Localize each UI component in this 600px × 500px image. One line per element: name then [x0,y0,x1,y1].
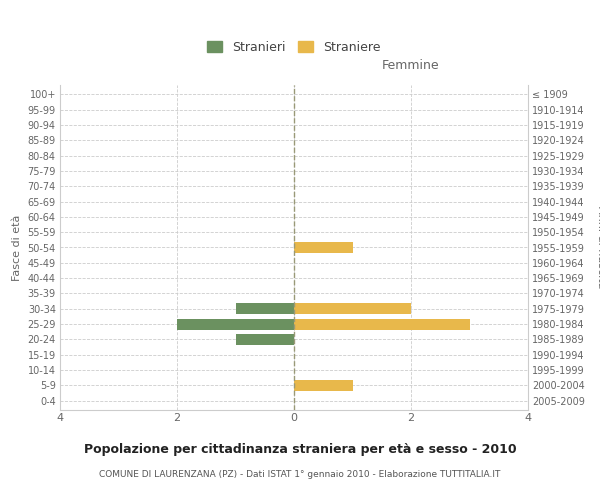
Y-axis label: Anni di nascita: Anni di nascita [596,206,600,288]
Bar [294,380,353,391]
Bar [294,304,411,314]
Bar [294,319,470,330]
Bar [235,304,294,314]
Text: Popolazione per cittadinanza straniera per età e sesso - 2010: Popolazione per cittadinanza straniera p… [83,442,517,456]
Text: COMUNE DI LAURENZANA (PZ) - Dati ISTAT 1° gennaio 2010 - Elaborazione TUTTITALIA: COMUNE DI LAURENZANA (PZ) - Dati ISTAT 1… [100,470,500,479]
Bar [235,334,294,345]
Legend: Stranieri, Straniere: Stranieri, Straniere [202,36,386,59]
Bar [177,319,294,330]
Text: Femmine: Femmine [382,59,440,72]
Bar [294,242,353,253]
Y-axis label: Fasce di età: Fasce di età [12,214,22,280]
